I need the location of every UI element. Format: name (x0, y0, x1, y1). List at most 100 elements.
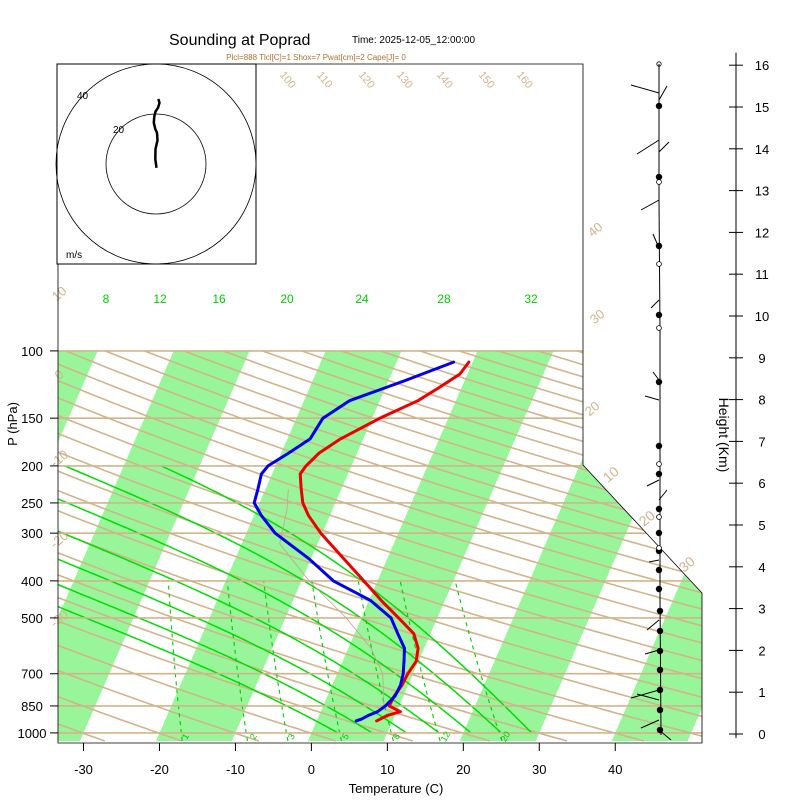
moist-adiabat-label: 32 (524, 292, 538, 306)
x-tick-label: 30 (532, 762, 546, 777)
hodograph: 20 40 m/s (55, 63, 257, 265)
moist-adiabat (58, 465, 407, 734)
wind-barb (640, 719, 660, 729)
height-tick-label: 13 (755, 184, 769, 199)
y-tick-label: 1000 (18, 726, 47, 741)
mixing-ratio-lines (167, 580, 503, 742)
height-tick-label: 1 (758, 685, 765, 700)
height-tick-label: 0 (758, 727, 765, 742)
height-tick-label: 6 (758, 476, 765, 491)
dry-adiabat (58, 350, 337, 742)
y-tick-label: 700 (21, 667, 43, 682)
height-tick-label: 2 (758, 643, 765, 658)
x-tick-label: 10 (380, 762, 394, 777)
sounding-profiles (252, 360, 471, 723)
mixing-ratio-line (263, 580, 289, 742)
wind-barb (658, 85, 668, 101)
upper-theta-label: 150 (476, 69, 497, 91)
wind-level-marker (656, 514, 662, 520)
wind-barb (646, 619, 660, 631)
moist-adiabat (58, 465, 440, 734)
mixing-ratio-line (399, 580, 441, 742)
dry-adiabat (58, 350, 702, 742)
height-tick-label: 8 (758, 393, 765, 408)
y-axis-title: P (hPa) (5, 402, 20, 446)
moist-adiabat-label: 12 (153, 292, 167, 306)
wind-barb (644, 395, 660, 401)
mixing-ratio-label: 2 (248, 732, 259, 741)
upper-theta-label: 110 (314, 69, 334, 90)
wind-level-marker (656, 647, 664, 655)
wind-level-marker (655, 311, 663, 319)
wind-level-marker (655, 585, 663, 593)
x-axis-title: Temperature (C) (349, 781, 444, 796)
x-tick-label: -20 (150, 762, 169, 777)
dry-adiabat (104, 350, 702, 742)
height-tick-label: 12 (755, 225, 769, 240)
mixing-ratio-line (357, 580, 394, 742)
wind-level-marker (656, 686, 664, 694)
dry-adiabat-label: 30 (587, 306, 608, 327)
chart-title: Sounding at Poprad (169, 32, 310, 49)
time-label: Time: 2025-12-05_12:00:00 (352, 35, 475, 46)
y-tick-label: 250 (21, 496, 43, 511)
dry-adiabats (58, 350, 702, 742)
height-tick-label: 7 (758, 434, 765, 449)
height-tick-label: 15 (755, 100, 769, 115)
moist-adiabat-label: 20 (280, 292, 294, 306)
upper-theta-label: 140 (434, 69, 455, 91)
dry-adiabat (58, 350, 702, 742)
temperature-band (611, 350, 702, 741)
y-tick-label: 200 (21, 459, 43, 474)
mixing-ratio-line (454, 580, 503, 742)
plot-frame (57, 63, 703, 744)
boundary-theta-label: 30 (676, 553, 698, 575)
moist-adiabat-label: 28 (437, 292, 451, 306)
moist-adiabats (58, 465, 533, 734)
mixing-ratio-label: 8 (391, 732, 402, 741)
hodograph-ring-label-20: 20 (113, 125, 125, 136)
x-tick-label: 20 (456, 762, 470, 777)
mixing-ratio-line (226, 580, 249, 742)
hodograph-trace (152, 98, 161, 168)
upper-theta-label: 120 (356, 69, 377, 91)
mixing-ratio-label: 12 (439, 730, 453, 744)
wind-level-marker (656, 261, 662, 267)
wind-barb (658, 729, 672, 741)
y-tick-label: 500 (21, 611, 43, 626)
wind-level-marker (655, 505, 663, 513)
x-tick-label: -30 (74, 762, 93, 777)
dry-adiabat (58, 350, 702, 742)
dry-adiabat (58, 350, 702, 742)
dry-adiabat (58, 350, 568, 742)
wind-level-marker (656, 627, 664, 635)
wind-level-marker (655, 173, 663, 181)
wind-barb (636, 139, 660, 155)
indices-label: Plcl=888 Tlcl[C]=1 Shox=7 Pwat[cm]=2 Cap… (226, 53, 406, 62)
wind-barb (640, 199, 660, 211)
dry-adiabat-label: 10 (49, 283, 70, 304)
wind-level-marker (655, 529, 663, 537)
moist-adiabat-label: 24 (355, 292, 369, 306)
mixing-ratio-line (167, 580, 183, 742)
dewpoint-profile (252, 360, 456, 723)
wind-level-marker (656, 666, 664, 674)
mixing-ratio-label: 1 (180, 732, 191, 741)
wind-barb (644, 649, 660, 655)
height-tick-label: 16 (755, 58, 769, 73)
moist-adiabat (58, 465, 339, 734)
dry-adiabat (58, 350, 491, 742)
plot-area (58, 350, 800, 742)
wind-barb (648, 559, 660, 563)
hodograph-unit-label: m/s (66, 250, 82, 261)
temperature-band (764, 351, 800, 741)
x-tick-label: 40 (608, 762, 622, 777)
dry-adiabat (58, 350, 702, 742)
wind-barb (658, 489, 668, 501)
wind-barb (646, 479, 660, 487)
x-tick-label: -10 (226, 762, 245, 777)
dry-adiabat (58, 350, 414, 742)
wind-level-marker (655, 442, 663, 450)
boundary-theta-label: 10 (600, 463, 622, 485)
